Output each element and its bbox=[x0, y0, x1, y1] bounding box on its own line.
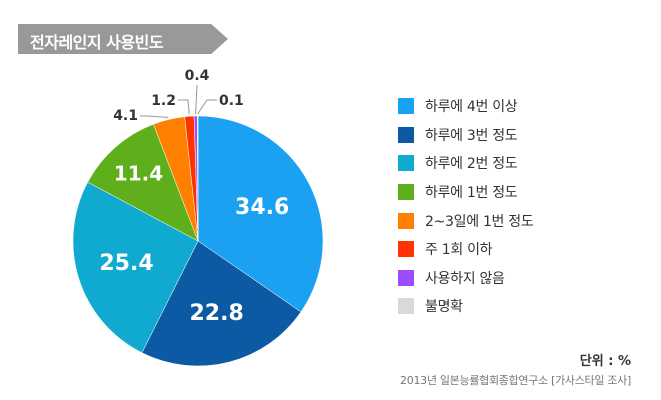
legend-label: 하루에 4번 이상 bbox=[425, 99, 518, 116]
pie-slice bbox=[196, 115, 199, 242]
legend-swatch bbox=[398, 298, 414, 315]
legend-swatch bbox=[398, 126, 414, 143]
legend-item: 2~3일에 1번 정도 bbox=[398, 206, 534, 235]
unit-note: 단위 : % bbox=[579, 354, 631, 369]
slice-value-label: 1.2 bbox=[151, 93, 176, 109]
legend-label: 사용하지 않음 bbox=[425, 270, 505, 287]
callout-line bbox=[195, 84, 198, 115]
legend-label: 하루에 2번 정도 bbox=[425, 156, 518, 173]
legend-item: 하루에 1번 정도 bbox=[398, 178, 533, 207]
slice-value-label: 34.6 bbox=[235, 195, 289, 220]
legend-item: 하루에 2번 정도 bbox=[398, 149, 533, 178]
source-note: 2013년 일본능률협회종합연구소 [가사스타일 조사] bbox=[400, 374, 631, 387]
pie-slice bbox=[141, 240, 302, 367]
slice-value-label: 22.8 bbox=[190, 301, 244, 326]
callout-line bbox=[197, 99, 217, 115]
slice-value-label: 0.1 bbox=[219, 93, 244, 109]
callout-line bbox=[140, 115, 169, 119]
legend-swatch bbox=[398, 184, 414, 201]
legend-label: 주 1회 이하 bbox=[425, 242, 493, 259]
legend-swatch bbox=[398, 269, 414, 286]
slice-value-label: 4.1 bbox=[113, 108, 138, 124]
pie-slice bbox=[197, 115, 324, 313]
legend-swatch bbox=[398, 155, 414, 172]
chart-title: 전자레인지 사용빈도 bbox=[30, 33, 164, 52]
legend-item: 하루에 4번 이상 bbox=[398, 92, 533, 121]
slice-value-label: 0.4 bbox=[185, 68, 210, 84]
legend-item: 하루에 3번 정도 bbox=[398, 121, 533, 150]
slice-value-label: 11.4 bbox=[114, 161, 163, 185]
legend-item: 주 1회 이하 bbox=[398, 235, 533, 264]
slice-value-label: 25.4 bbox=[99, 251, 153, 276]
legend-item: 불명확 bbox=[398, 292, 533, 321]
legend-swatch bbox=[398, 98, 414, 115]
legend-swatch bbox=[398, 212, 414, 229]
legend-label: 2~3일에 1번 정도 bbox=[425, 213, 534, 230]
title-banner: 전자레인지 사용빈도 bbox=[18, 24, 228, 54]
pie-slice bbox=[72, 181, 199, 354]
legend-label: 하루에 3번 정도 bbox=[425, 127, 518, 144]
legend-label: 불명확 bbox=[425, 299, 463, 316]
legend-swatch bbox=[398, 241, 414, 258]
legend-label: 하루에 1번 정도 bbox=[425, 185, 518, 202]
legend-item: 사용하지 않음 bbox=[398, 264, 533, 293]
pie-slice bbox=[87, 123, 199, 242]
callout-line bbox=[178, 99, 190, 115]
